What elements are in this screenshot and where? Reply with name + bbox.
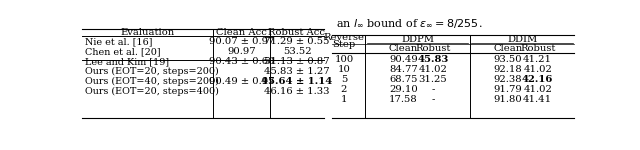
Text: 91.79: 91.79 — [494, 85, 523, 94]
Text: 2: 2 — [340, 85, 347, 94]
Text: 10: 10 — [337, 65, 350, 74]
Text: 41.02: 41.02 — [419, 65, 447, 74]
Text: 68.75: 68.75 — [389, 75, 418, 84]
Text: Ours (EOT=20, steps=400): Ours (EOT=20, steps=400) — [84, 87, 218, 96]
Text: DDIM: DDIM — [507, 35, 537, 44]
Text: 92.18: 92.18 — [494, 65, 523, 74]
Text: Robust Acc: Robust Acc — [269, 28, 326, 37]
Text: Clean Acc: Clean Acc — [216, 28, 267, 37]
Text: 45.83 ± 1.27: 45.83 ± 1.27 — [264, 67, 330, 76]
Text: 53.52: 53.52 — [283, 47, 311, 56]
Text: 93.50: 93.50 — [494, 55, 522, 64]
Text: Nie et al. [16]: Nie et al. [16] — [84, 37, 152, 46]
Text: -: - — [431, 95, 435, 104]
Text: 5: 5 — [340, 75, 347, 84]
Text: 1: 1 — [340, 95, 347, 104]
Text: 31.25: 31.25 — [419, 75, 447, 84]
Text: 46.16 ± 1.33: 46.16 ± 1.33 — [264, 87, 330, 96]
Text: 71.29 ± 0.55: 71.29 ± 0.55 — [264, 37, 330, 46]
Text: an $l_{\infty}$ bound of $\epsilon_{\infty} = 8/255$.: an $l_{\infty}$ bound of $\epsilon_{\inf… — [336, 18, 483, 30]
Text: DDPM: DDPM — [401, 35, 434, 44]
Text: 17.58: 17.58 — [389, 95, 418, 104]
Text: Ours (EOT=40, steps=200): Ours (EOT=40, steps=200) — [84, 77, 218, 86]
Text: Clean: Clean — [389, 44, 418, 53]
Text: Ours (EOT=20, steps=200): Ours (EOT=20, steps=200) — [84, 67, 218, 77]
Text: 41.02: 41.02 — [524, 65, 552, 74]
Text: Step: Step — [332, 40, 355, 50]
Text: 45.64 ± 1.14: 45.64 ± 1.14 — [261, 77, 333, 86]
Text: 90.43 ± 0.60: 90.43 ± 0.60 — [209, 57, 275, 66]
Text: Chen et al. [20]: Chen et al. [20] — [84, 47, 160, 56]
Text: 90.07 ± 0.97: 90.07 ± 0.97 — [209, 37, 275, 46]
Text: Robust: Robust — [415, 44, 451, 53]
Text: 41.21: 41.21 — [523, 55, 552, 64]
Text: 92.38: 92.38 — [494, 75, 522, 84]
Text: Robust: Robust — [520, 44, 556, 53]
Text: 41.41: 41.41 — [523, 95, 552, 104]
Text: 41.02: 41.02 — [524, 85, 552, 94]
Text: 90.49: 90.49 — [389, 55, 418, 64]
Text: Evaluation: Evaluation — [120, 28, 175, 37]
Text: 42.16: 42.16 — [522, 75, 554, 84]
Text: 91.80: 91.80 — [494, 95, 523, 104]
Text: Clean: Clean — [493, 44, 523, 53]
Text: 84.77: 84.77 — [389, 65, 418, 74]
Text: 100: 100 — [334, 55, 353, 64]
Text: Reverse: Reverse — [323, 33, 364, 42]
Text: 90.97: 90.97 — [227, 47, 256, 56]
Text: 29.10: 29.10 — [389, 85, 418, 94]
Text: Lee and Kim [19]: Lee and Kim [19] — [84, 57, 169, 66]
Text: 90.49 ± 0.97: 90.49 ± 0.97 — [209, 77, 275, 86]
Text: 51.13 ± 0.87: 51.13 ± 0.87 — [264, 57, 330, 66]
Text: -: - — [431, 85, 435, 94]
Text: 45.83: 45.83 — [417, 55, 449, 64]
